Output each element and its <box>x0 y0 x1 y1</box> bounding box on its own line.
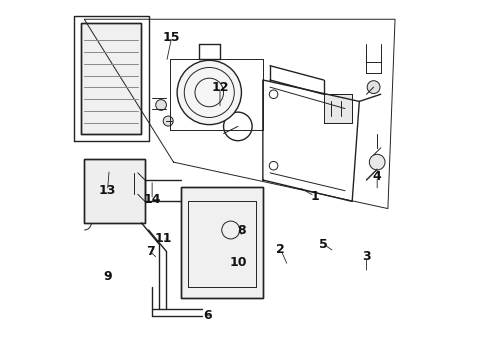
Circle shape <box>369 154 385 170</box>
Polygon shape <box>81 23 142 134</box>
Text: 5: 5 <box>319 238 328 251</box>
Polygon shape <box>323 94 352 123</box>
Text: 7: 7 <box>146 245 155 258</box>
Polygon shape <box>84 158 145 223</box>
Circle shape <box>367 81 380 94</box>
Circle shape <box>177 60 242 125</box>
Text: 2: 2 <box>276 243 285 256</box>
Text: 14: 14 <box>144 193 161 206</box>
Text: 1: 1 <box>310 190 319 203</box>
Text: 12: 12 <box>211 81 229 94</box>
Text: 10: 10 <box>229 256 246 269</box>
Circle shape <box>156 100 167 111</box>
Text: 6: 6 <box>203 309 212 322</box>
Text: 3: 3 <box>362 250 371 263</box>
Text: 11: 11 <box>154 233 172 246</box>
Text: 13: 13 <box>99 184 116 197</box>
Text: 8: 8 <box>237 224 246 237</box>
Text: 4: 4 <box>373 170 382 183</box>
Text: 9: 9 <box>103 270 112 283</box>
Circle shape <box>163 116 173 126</box>
Polygon shape <box>181 187 263 298</box>
Text: 15: 15 <box>163 31 180 44</box>
